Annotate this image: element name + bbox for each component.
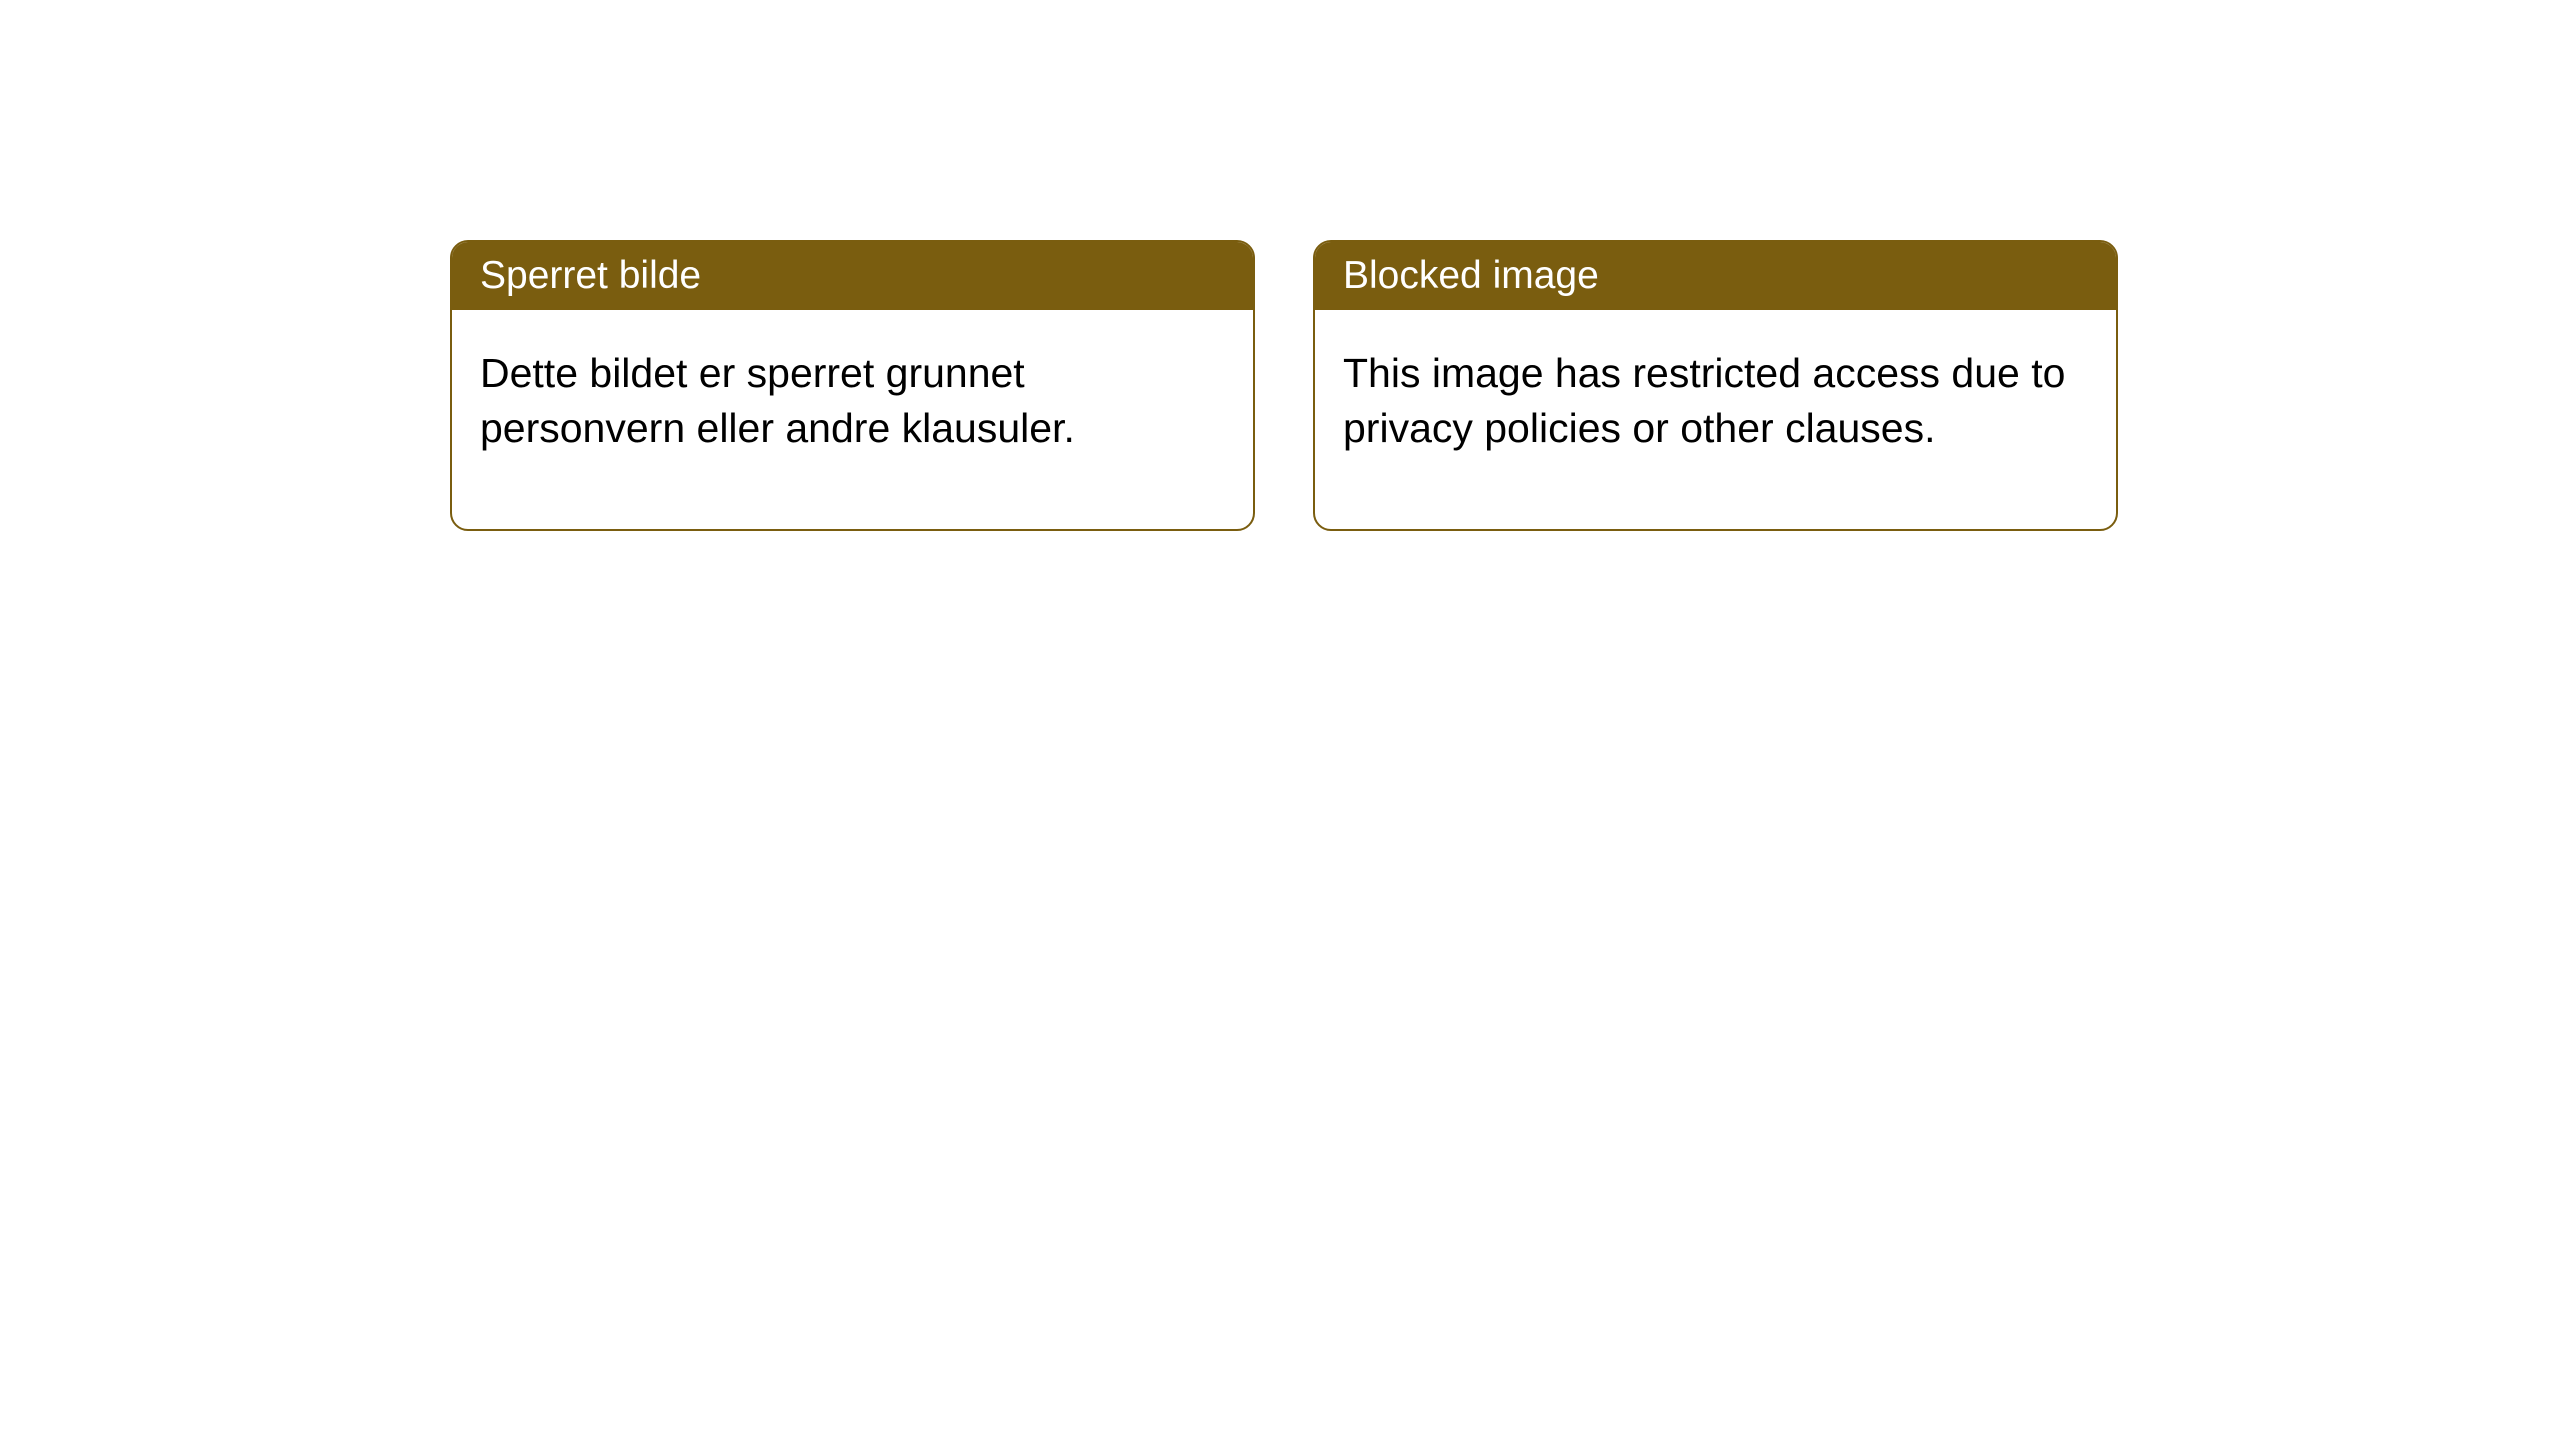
cards-container: Sperret bilde Dette bildet er sperret gr… <box>450 240 2118 531</box>
card-body-norwegian: Dette bildet er sperret grunnet personve… <box>452 310 1253 529</box>
card-english: Blocked image This image has restricted … <box>1313 240 2118 531</box>
card-norwegian: Sperret bilde Dette bildet er sperret gr… <box>450 240 1255 531</box>
card-text-norwegian: Dette bildet er sperret grunnet personve… <box>480 350 1075 451</box>
card-body-english: This image has restricted access due to … <box>1315 310 2116 529</box>
card-header-norwegian: Sperret bilde <box>452 242 1253 310</box>
card-text-english: This image has restricted access due to … <box>1343 350 2065 451</box>
card-title-english: Blocked image <box>1343 254 1599 297</box>
card-header-english: Blocked image <box>1315 242 2116 310</box>
card-title-norwegian: Sperret bilde <box>480 254 701 297</box>
